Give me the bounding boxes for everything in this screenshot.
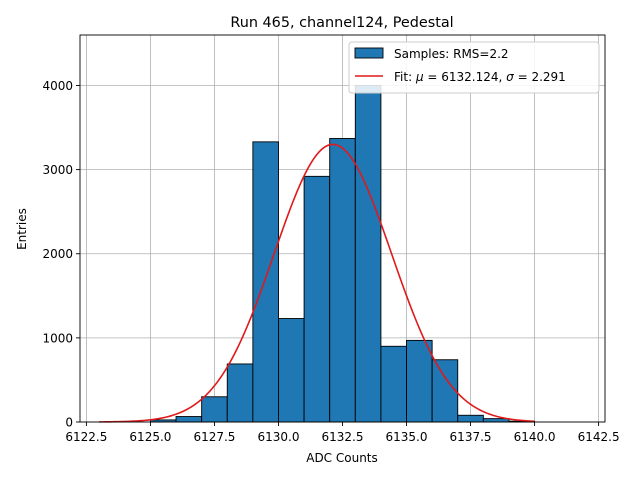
- y-tick-label-2: 2000: [42, 247, 73, 261]
- y-tick-label-4: 4000: [42, 79, 73, 93]
- histogram-bar-13: [482, 418, 510, 423]
- histogram-bar-7: [329, 138, 356, 423]
- legend-label-samples: Samples: RMS=2.2: [394, 47, 509, 61]
- legend-box: [348, 41, 600, 94]
- histogram-bar-5: [278, 318, 305, 423]
- fit-curve: [99, 143, 535, 423]
- x-tick-label-5: 6135.0: [386, 430, 428, 444]
- histogram-bar-9: [380, 345, 407, 423]
- histogram-bar-1: [175, 416, 203, 423]
- histogram-bar-10: [406, 339, 433, 423]
- x-tick-label-8: 6142.5: [578, 430, 620, 444]
- x-tick-label-0: 6122.5: [65, 430, 107, 444]
- y-axis-label: Entries: [15, 208, 29, 250]
- chart-title: Run 465, channel124, Pedestal: [230, 15, 453, 31]
- x-tick-label-4: 6132.5: [322, 430, 364, 444]
- y-tick-label-3: 3000: [42, 163, 73, 177]
- histogram-bar-12: [457, 414, 484, 423]
- histogram-bar-2: [201, 396, 228, 423]
- legend-fit-sigma: σ: [506, 70, 514, 84]
- y-tick-label-1: 1000: [42, 331, 73, 345]
- legend-fit-text-1: Fit:: [394, 70, 416, 84]
- legend-fit-text-2: = 6132.124,: [424, 70, 507, 84]
- x-tick-label-3: 6130.0: [257, 430, 299, 444]
- legend-swatch-samples: [354, 47, 384, 59]
- y-axis-ticks: 0 1000 2000 3000 4000: [42, 79, 80, 430]
- histogram-bar-11: [431, 359, 459, 423]
- histogram-bar-4: [252, 141, 279, 423]
- x-tick-label-6: 6137.5: [450, 430, 492, 444]
- histogram-bar-6: [303, 175, 331, 423]
- histogram-bar-8: [354, 85, 382, 423]
- legend-fit-mu: μ: [415, 70, 424, 84]
- x-tick-label-7: 6140.0: [514, 430, 556, 444]
- legend: Samples: RMS=2.2 Fit: μ = 6132.124, σ = …: [348, 41, 600, 94]
- x-tick-label-2: 6127.5: [193, 430, 235, 444]
- x-tick-label-1: 6125.0: [129, 430, 171, 444]
- y-tick-label-0: 0: [65, 416, 73, 430]
- x-axis-ticks: 6122.5 6125.0 6127.5 6130.0 6132.5 6135.0 6137…: [65, 422, 620, 444]
- x-axis-label: ADC Counts: [306, 451, 378, 465]
- histogram-bar-3: [226, 363, 254, 423]
- legend-fit-text-3: = 2.291: [514, 70, 566, 84]
- legend-label-fit: Fit: μ = 6132.124, σ = 2.291: [394, 70, 566, 84]
